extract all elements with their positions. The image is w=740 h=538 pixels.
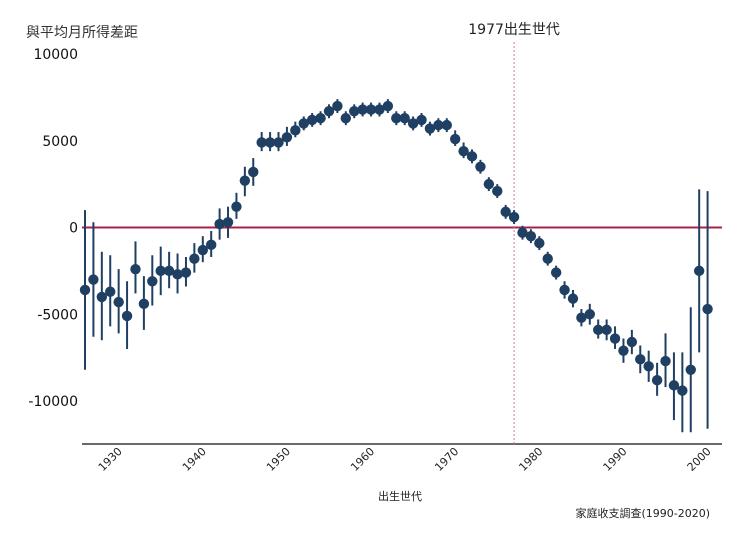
x-ticks: 1930 1940 1950 1960 1970 1980 1990 2000	[96, 445, 714, 474]
y-tick-label: 0	[69, 221, 78, 237]
data-point	[113, 296, 124, 308]
data-point	[340, 112, 352, 124]
data-point	[643, 361, 654, 372]
data-point	[365, 104, 377, 115]
data-point	[584, 309, 595, 320]
data-point	[475, 161, 486, 172]
data-point	[693, 265, 705, 277]
data-point	[685, 364, 696, 375]
x-tick-label: 1970	[432, 445, 461, 474]
data-point	[651, 374, 663, 386]
data-point	[332, 100, 343, 112]
data-point	[256, 137, 267, 148]
data-point	[374, 104, 385, 115]
data-point	[660, 355, 671, 367]
data-point	[500, 206, 511, 218]
data-point	[458, 145, 469, 157]
data-point	[231, 201, 242, 212]
data-point	[155, 265, 166, 277]
data-point	[214, 218, 225, 230]
data-point	[441, 119, 452, 131]
data-point	[449, 133, 461, 145]
data-point	[323, 106, 335, 117]
data-point	[298, 118, 309, 129]
data-point	[172, 269, 183, 280]
data-point	[197, 244, 208, 256]
data-point	[517, 227, 528, 238]
data-point	[542, 253, 553, 264]
data-point	[239, 175, 251, 186]
data-point	[626, 336, 638, 348]
data-point	[357, 104, 368, 115]
data-point	[567, 293, 579, 304]
data-point	[407, 118, 419, 129]
data-point	[206, 239, 217, 251]
data-point	[559, 284, 570, 296]
x-tick-label: 1960	[348, 445, 377, 474]
data-point	[416, 114, 427, 126]
data-point	[618, 345, 629, 356]
error-bars	[84, 99, 709, 433]
data-point	[189, 253, 200, 264]
data-point	[147, 276, 158, 287]
data-point	[273, 137, 284, 148]
data-point	[349, 106, 360, 117]
data-point	[635, 354, 646, 365]
x-tick-label: 1940	[180, 445, 209, 474]
data-point	[593, 324, 604, 336]
data-point	[290, 125, 301, 136]
data-point	[281, 132, 293, 143]
data-point	[382, 100, 394, 112]
data-point	[130, 263, 141, 275]
data-point	[306, 114, 318, 126]
x-tick-label: 1980	[516, 445, 545, 474]
data-point	[79, 284, 91, 296]
data-point	[105, 286, 116, 297]
axis-lines	[82, 42, 722, 445]
data-point	[601, 324, 612, 336]
data-point	[534, 237, 545, 249]
y-ticks: 10000 5000 0 -5000 -10000	[28, 47, 78, 410]
y-tick-label: 5000	[42, 134, 78, 150]
data-point	[576, 312, 587, 323]
x-tick-label: 2000	[685, 445, 714, 474]
data-point	[315, 112, 326, 124]
data-point	[550, 267, 562, 278]
data-point	[677, 385, 688, 396]
data-point	[180, 267, 192, 278]
data-point	[433, 119, 444, 131]
data-point	[609, 333, 621, 344]
y-tick-label: -10000	[28, 394, 78, 410]
data-point	[492, 185, 503, 197]
x-axis-label: 出生世代	[378, 490, 422, 503]
x-tick-label: 1930	[96, 445, 125, 474]
y-axis-label: 與平均月所得差距	[26, 25, 138, 41]
data-point	[424, 123, 436, 134]
data-point	[264, 137, 276, 148]
annotation-label: 1977出生世代	[468, 22, 560, 38]
data-point	[483, 178, 495, 190]
data-point	[525, 230, 537, 242]
data-point	[96, 291, 108, 303]
data-point	[399, 112, 410, 124]
data-point	[138, 298, 150, 310]
data-point	[508, 211, 520, 223]
data-point	[88, 274, 99, 285]
y-tick-label: -5000	[37, 307, 78, 323]
x-tick-label: 1950	[264, 445, 293, 474]
data-point	[222, 217, 234, 228]
data-point	[163, 265, 175, 277]
y-tick-label: 10000	[33, 47, 78, 63]
x-tick-label: 1990	[601, 445, 630, 474]
data-point	[248, 166, 259, 178]
data-point	[702, 303, 713, 315]
data-point	[466, 151, 478, 162]
source-note: 家庭收支調查(1990-2020)	[575, 507, 710, 520]
data-points	[79, 100, 713, 396]
data-point	[668, 380, 680, 391]
data-point	[121, 310, 133, 322]
data-point	[391, 112, 402, 124]
